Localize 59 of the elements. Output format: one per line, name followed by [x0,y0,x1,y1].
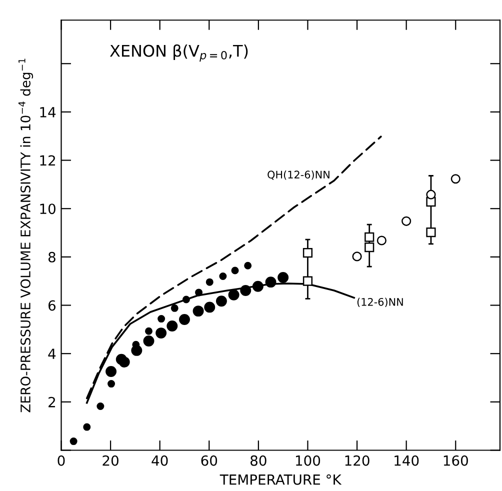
point [108,380,116,388]
point [118,356,130,368]
y-tick-label: 14 [40,107,56,118]
point [302,248,313,258]
point [219,272,227,280]
y-axis-title: ZERO-PRESSURE VOLUME EXPANSIVITY in 10$^{−4}$ deg$^{−1}$ [18,58,34,412]
y-tick-label: 8 [48,252,56,262]
point [265,276,276,288]
point [244,262,252,270]
point [83,423,91,431]
point [402,216,412,226]
point [231,266,239,274]
point [228,289,240,300]
point [195,288,203,296]
y-tick-label: 12 [40,155,55,166]
x-tick-label: 0 [58,455,65,466]
point [179,314,190,326]
point [182,296,190,304]
point [426,190,436,200]
point [144,327,152,335]
point [156,328,167,339]
x-tick-label: 80 [250,455,266,466]
point [364,242,374,252]
point [206,278,214,286]
x-tick-label: 140 [394,455,419,466]
series-label: QH(12-6)NN [268,170,330,180]
point [252,280,264,292]
point [352,252,362,262]
x-tick-label: 60 [201,455,218,466]
series-label: (12-6)NN [357,298,403,308]
x-tick-label: 120 [345,455,370,466]
point [364,232,374,242]
point [106,366,117,377]
point [302,276,313,286]
point [450,174,460,184]
point [143,336,154,347]
x-tick-label: 40 [152,455,168,466]
point [131,344,142,356]
point [216,296,227,307]
point [70,438,78,446]
point [170,304,178,312]
text: XENON β(V$_{p=0}$,T) [110,44,248,62]
x-tick-label: 20 [102,455,118,466]
y-tick-label: 10 [40,204,56,214]
y-tick-label: 6 [48,300,56,311]
y-tick-label: 4 [48,348,56,359]
x-tick-label: 160 [444,455,468,466]
y-tick-label: 2 [48,396,55,408]
point [158,315,166,323]
point [376,236,386,246]
point [166,320,178,332]
point [96,402,104,410]
point [426,227,436,238]
point [192,306,204,317]
point [204,302,216,313]
x-tick-label: 100 [296,455,320,466]
point [278,272,289,283]
x-axis-title: TEMPERATURE °K [220,474,342,485]
point [240,285,252,296]
